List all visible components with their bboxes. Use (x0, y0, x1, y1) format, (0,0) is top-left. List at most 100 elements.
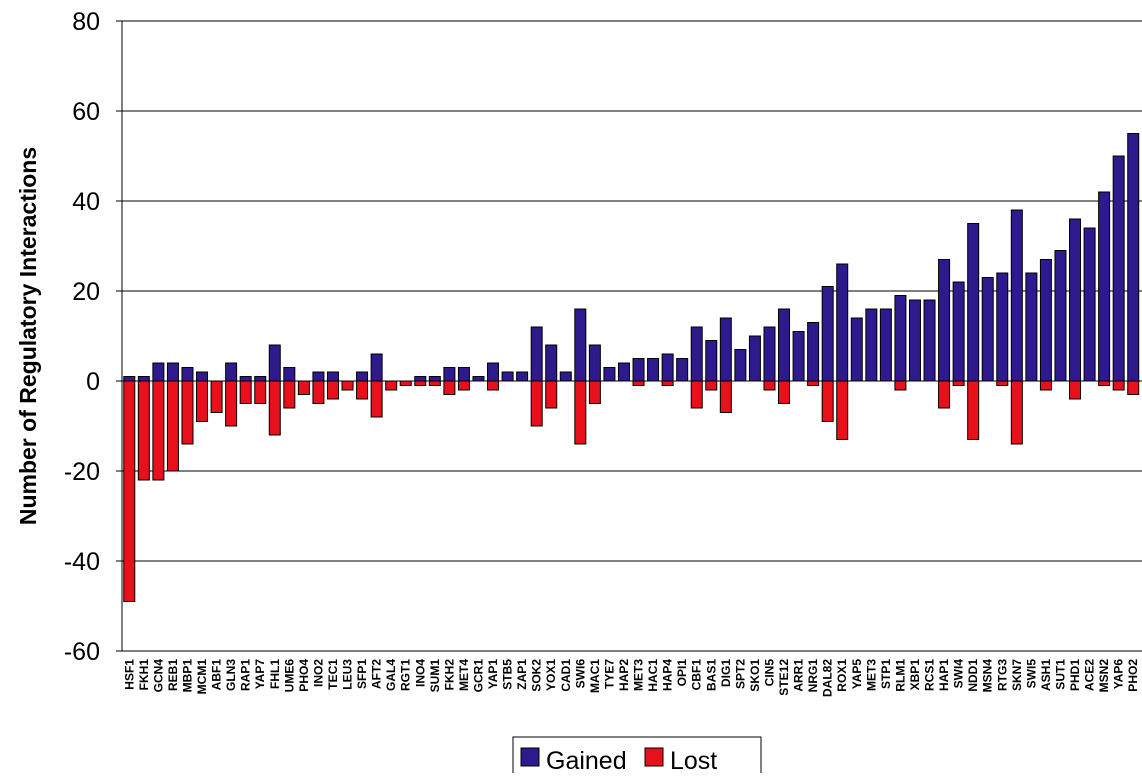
bar-lost-abf1 (210, 380, 223, 413)
x-tick-label: ROX1 (835, 659, 849, 692)
bar-lost-rox1 (836, 380, 849, 440)
bar-gained-rlm1 (894, 295, 907, 382)
bar-lost-skn7 (1010, 380, 1023, 445)
x-tick-label: FHL1 (268, 659, 282, 689)
x-tick-label: ACE2 (1083, 659, 1097, 691)
bar-gained-sok2 (530, 326, 543, 382)
x-tick-label: INO2 (311, 659, 325, 687)
x-tick-label: ARR1 (792, 659, 806, 692)
bar-lost-ste12 (778, 380, 791, 404)
bar-gained-sko1 (748, 335, 761, 382)
bar-gained-ste12 (778, 308, 791, 382)
x-tick-label: STB5 (501, 659, 515, 690)
bar-lost-rgt1 (399, 380, 412, 386)
bar-lost-cbf1 (690, 380, 703, 409)
bar-gained-met3 (865, 308, 878, 382)
x-tick-label: STE12 (777, 659, 791, 696)
bar-gained-hac1 (647, 358, 660, 382)
bar-gained-met3 (632, 358, 645, 382)
x-tick-label: OPI1 (675, 659, 689, 687)
x-tick-label: YOX1 (544, 659, 558, 691)
bar-gained-tec1 (326, 371, 339, 382)
bar-gained-ash1 (1039, 259, 1052, 382)
bar-gained-spt2 (734, 349, 747, 382)
bar-lost-aft2 (370, 380, 383, 418)
bar-gained-stp1 (879, 308, 892, 382)
bar-lost-hap1 (938, 380, 951, 409)
bar-gained-ino2 (312, 371, 325, 382)
x-tick-label: MSN2 (1097, 659, 1111, 693)
bar-gained-met4 (457, 367, 470, 382)
bar-lost-yap7 (254, 380, 267, 404)
bar-lost-swi6 (574, 380, 587, 445)
bar-gained-ino4 (414, 376, 427, 382)
bar-lost-rtg3 (996, 380, 1009, 386)
x-tick-label: YAP5 (850, 659, 864, 690)
x-tick-label: SUM1 (428, 659, 442, 693)
x-tick-label: CBF1 (690, 659, 704, 691)
bar-lost-tec1 (326, 380, 339, 400)
bar-gained-yap5 (850, 317, 863, 382)
bar-gained-msn2 (1098, 191, 1111, 382)
bar-lost-hsf1 (123, 380, 136, 602)
x-tick-label: DIG1 (719, 659, 733, 687)
y-tick-label: -20 (64, 458, 100, 486)
x-tick-label: NDD1 (966, 659, 980, 692)
bar-lost-gcn4 (152, 380, 165, 481)
y-tick-label: -40 (64, 548, 100, 576)
x-tick-label: RTG3 (995, 659, 1009, 691)
bar-gained-phd1 (1069, 218, 1082, 382)
x-tick-label: MET3 (632, 659, 646, 691)
bar-lost-mbp1 (181, 380, 194, 445)
bar-lost-ndd1 (967, 380, 980, 440)
bar-gained-pho2 (1127, 133, 1140, 382)
x-tick-label: CIN5 (762, 659, 776, 687)
bar-gained-arr1 (792, 331, 805, 382)
bar-lost-met4 (457, 380, 470, 391)
bar-lost-ino2 (312, 380, 325, 404)
x-tick-label: NRG1 (806, 659, 820, 693)
bar-lost-gal4 (385, 380, 398, 391)
x-tick-label: LEU3 (341, 659, 355, 690)
x-tick-label: GCN4 (151, 659, 165, 693)
bar-gained-yap6 (1112, 155, 1125, 382)
bar-gained-cin5 (763, 326, 776, 382)
bar-gained-hap4 (661, 353, 674, 382)
bar-gained-cad1 (559, 371, 572, 382)
bar-lost-bas1 (705, 380, 718, 391)
x-tick-label: YAP7 (253, 659, 267, 690)
bar-gained-tye7 (603, 367, 616, 382)
x-tick-label: PHO2 (1126, 659, 1140, 692)
bar-gained-dig1 (719, 317, 732, 382)
x-tick-label: GLN3 (224, 659, 238, 691)
y-tick-label: 80 (72, 8, 100, 36)
x-tick-label: HSF1 (122, 659, 136, 690)
bar-gained-swi5 (1025, 272, 1038, 382)
bar-lost-dig1 (719, 380, 732, 413)
x-tick-label: ABF1 (210, 659, 224, 691)
bar-lost-msn2 (1098, 380, 1111, 386)
x-tick-label: RCS1 (923, 659, 937, 691)
x-tick-label: XBP1 (908, 659, 922, 691)
bar-gained-msn4 (981, 277, 994, 382)
x-tick-label: ZAP1 (515, 659, 529, 690)
bar-lost-sok2 (530, 380, 543, 427)
x-tick-label: HAC1 (646, 659, 660, 692)
x-tick-label: HAP1 (937, 659, 951, 691)
bar-gained-bas1 (705, 340, 718, 382)
bar-gained-rtg3 (996, 272, 1009, 382)
x-tick-label: SFP1 (355, 659, 369, 689)
bar-lost-leu3 (341, 380, 354, 391)
bar-lost-hap4 (661, 380, 674, 386)
bar-gained-mcm1 (196, 371, 209, 382)
bar-lost-fhl1 (268, 380, 281, 436)
bar-gained-fkh1 (137, 376, 150, 382)
x-tick-label: INO4 (413, 659, 427, 687)
x-tick-label: YAP1 (486, 659, 500, 690)
bar-gained-fhl1 (268, 344, 281, 382)
bar-gained-gcr1 (472, 376, 485, 382)
bar-lost-mac1 (588, 380, 601, 404)
x-tick-label: SWI6 (573, 659, 587, 689)
x-tick-label: BAS1 (704, 659, 718, 691)
